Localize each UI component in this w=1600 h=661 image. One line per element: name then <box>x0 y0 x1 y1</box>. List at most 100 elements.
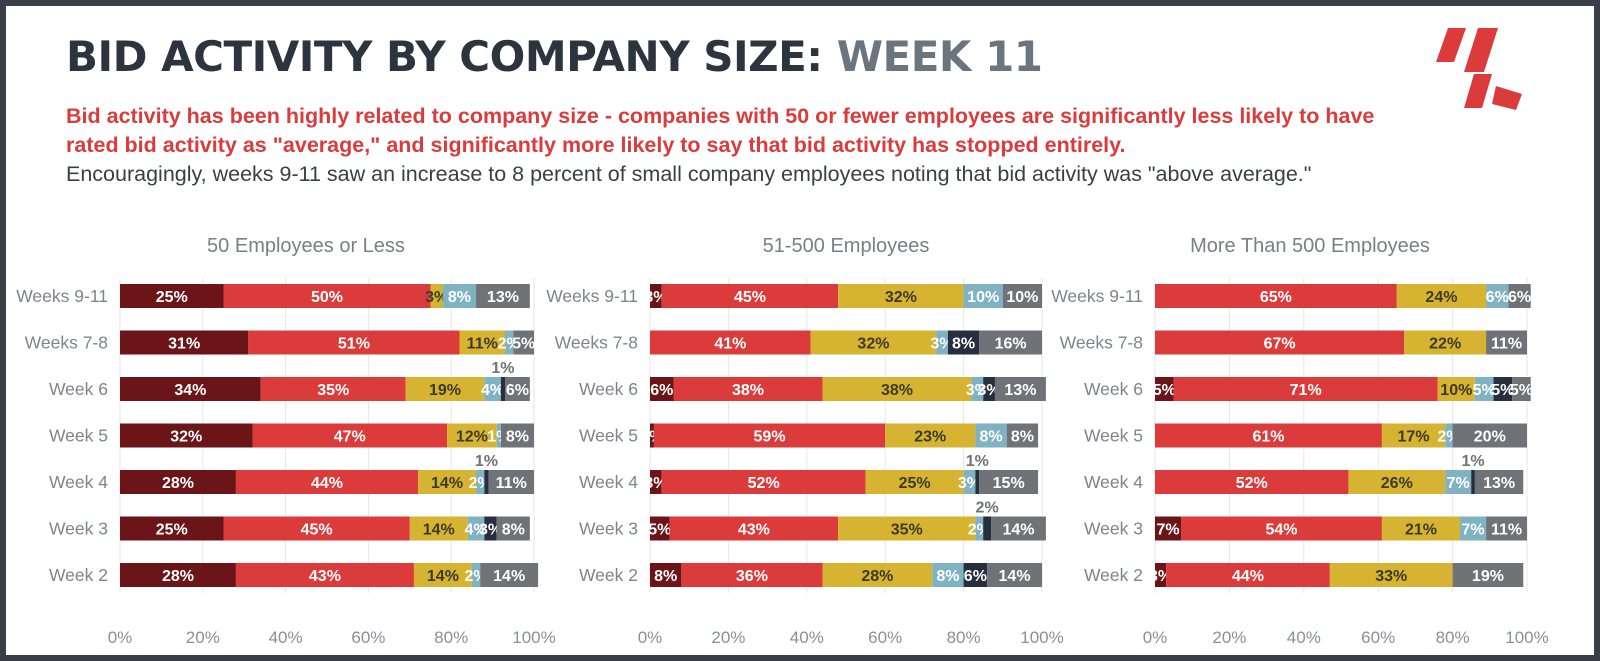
bar-segment <box>505 377 530 401</box>
data-label: 14% <box>493 568 525 585</box>
data-label: 14% <box>1002 522 1034 539</box>
data-label: 13% <box>1004 382 1036 399</box>
bar-segment <box>936 330 948 355</box>
category-label: Week 3 <box>49 519 108 539</box>
bar-segment <box>235 563 414 587</box>
bar-segment <box>838 516 976 541</box>
data-label: 6% <box>506 382 529 399</box>
title-accent: WEEK 11 <box>836 32 1043 81</box>
data-label: 36% <box>736 568 768 585</box>
category-label: Weeks 9-11 <box>16 286 108 306</box>
bar-segment <box>223 516 410 541</box>
bar-segment <box>471 563 481 587</box>
bar-segment <box>650 516 670 541</box>
data-label: 44% <box>1232 568 1264 585</box>
data-label: 23% <box>914 429 946 446</box>
category-label: Weeks 9-11 <box>1051 286 1143 306</box>
bar-segment <box>442 284 477 308</box>
data-label: 12% <box>456 429 488 446</box>
bar-segment <box>496 423 501 448</box>
bar-segment <box>1381 423 1446 448</box>
bar-segment <box>1181 516 1382 541</box>
data-label: 3% <box>644 475 667 492</box>
bar-segment <box>405 377 485 401</box>
bar-segment <box>1155 284 1397 308</box>
data-label: 6% <box>964 568 987 585</box>
bar-segment <box>1173 377 1438 401</box>
bar-segment <box>120 516 224 541</box>
bar-segment <box>932 563 964 587</box>
category-label: Week 5 <box>49 426 108 446</box>
data-label: 8% <box>448 289 471 306</box>
bar-segment <box>120 377 261 401</box>
bar-segment <box>681 563 823 587</box>
data-label: 5% <box>1473 382 1496 399</box>
bar-segment <box>1006 423 1039 448</box>
data-label: 11% <box>496 475 527 492</box>
bar-segment <box>987 563 1042 587</box>
bar-segment <box>500 377 506 401</box>
data-label: 38% <box>732 382 764 399</box>
data-label: 16% <box>995 336 1027 353</box>
category-label: Week 6 <box>49 379 108 399</box>
data-label: 3% <box>644 289 667 306</box>
bar-segment <box>1445 423 1453 448</box>
x-tick-label: 40% <box>269 628 303 647</box>
bar-segment <box>505 330 514 355</box>
data-label: 4% <box>481 382 504 399</box>
x-tick-label: 60% <box>868 628 902 647</box>
x-tick-label: 40% <box>1287 628 1321 647</box>
bar-segment <box>653 423 886 448</box>
bar-segment <box>480 563 539 587</box>
data-label: 65% <box>1260 289 1292 306</box>
data-label: 11% <box>467 336 498 353</box>
bar-segment <box>418 470 477 494</box>
data-label: 35% <box>891 522 923 539</box>
data-label: 22% <box>1429 336 1461 353</box>
bar-segment <box>1437 377 1475 401</box>
data-label: 14% <box>431 475 463 492</box>
chart-title: More Than 500 Employees <box>1190 235 1430 257</box>
data-label: 6% <box>1508 289 1531 306</box>
bar-segment <box>1396 284 1487 308</box>
x-tick-label: 40% <box>790 628 824 647</box>
bar-segment <box>488 470 534 494</box>
bar-segment <box>991 516 1046 541</box>
category-label: Weeks 7-8 <box>555 333 638 353</box>
bar-segment <box>235 470 419 494</box>
x-tick-label: 80% <box>1436 628 1470 647</box>
bar-segment <box>1002 284 1042 308</box>
bar-segment <box>963 284 1003 308</box>
data-label: 21% <box>1405 522 1437 539</box>
bar-segment <box>885 423 976 448</box>
category-label: Week 3 <box>1084 519 1143 539</box>
bar-segment <box>1404 330 1487 355</box>
bar-segment <box>1155 470 1349 494</box>
data-label: 8% <box>502 522 525 539</box>
data-label: 11% <box>1491 522 1522 539</box>
data-label: 26% <box>1381 475 1413 492</box>
data-label: 14% <box>423 522 455 539</box>
category-label: Week 4 <box>49 472 108 492</box>
x-tick-label: 0% <box>638 628 663 647</box>
category-label: Week 3 <box>579 519 638 539</box>
bar-segment <box>1452 423 1527 448</box>
data-label: 28% <box>162 475 194 492</box>
data-label: 52% <box>1236 475 1268 492</box>
data-label: 3% <box>966 382 989 399</box>
bar-segment <box>1493 377 1513 401</box>
data-label: 7% <box>1461 522 1484 539</box>
bar-segment <box>447 423 497 448</box>
category-label: Week 4 <box>1084 472 1143 492</box>
bar-segment <box>513 330 534 355</box>
data-label: 3% <box>425 289 448 306</box>
data-label: 19% <box>1472 568 1504 585</box>
data-label: 47% <box>334 429 366 446</box>
bar-segment <box>650 470 662 494</box>
bar-segment <box>252 423 448 448</box>
data-label: 7% <box>1156 522 1179 539</box>
bar-segment <box>1471 470 1475 494</box>
data-label: 17% <box>1398 429 1430 446</box>
data-label: 5% <box>1491 382 1514 399</box>
brand-logo-icon <box>1436 28 1522 110</box>
